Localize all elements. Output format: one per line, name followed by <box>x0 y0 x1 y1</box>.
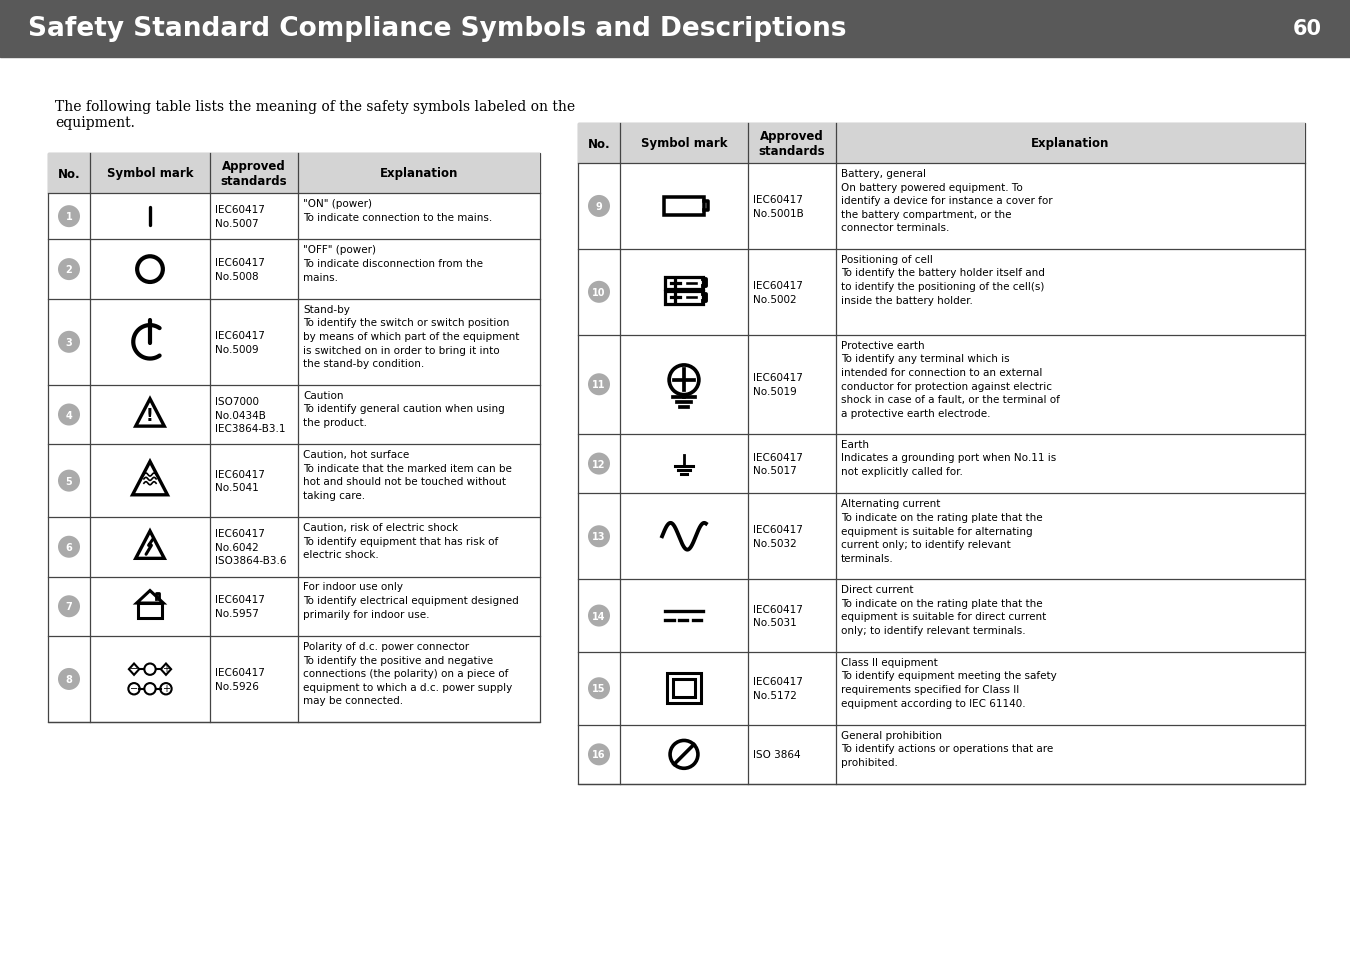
Text: IEC60417
No.5926: IEC60417 No.5926 <box>215 667 265 691</box>
Text: IEC60417
No.5002: IEC60417 No.5002 <box>753 281 803 304</box>
Text: The following table lists the meaning of the safety symbols labeled on the: The following table lists the meaning of… <box>55 100 575 113</box>
Text: General prohibition
To identify actions or operations that are
prohibited.: General prohibition To identify actions … <box>841 730 1053 767</box>
Text: Positioning of cell
To identify the battery holder itself and
to identify the po: Positioning of cell To identify the batt… <box>841 254 1045 305</box>
Text: IEC60417
No.5957: IEC60417 No.5957 <box>215 595 265 618</box>
Bar <box>578 124 1305 164</box>
Circle shape <box>589 374 610 395</box>
Text: IEC60417
No.5031: IEC60417 No.5031 <box>753 604 803 628</box>
Circle shape <box>58 404 80 426</box>
Text: IEC60417
No.5172: IEC60417 No.5172 <box>753 677 803 700</box>
Text: 13: 13 <box>593 532 606 541</box>
Text: 2: 2 <box>66 265 73 274</box>
Text: Protective earth
To identify any terminal which is
intended for connection to an: Protective earth To identify any termina… <box>841 340 1060 418</box>
Text: −: − <box>130 663 138 674</box>
Text: Caution, hot surface
To indicate that the marked item can be
hot and should not : Caution, hot surface To indicate that th… <box>302 450 512 500</box>
Circle shape <box>589 281 610 303</box>
Text: equipment.: equipment. <box>55 116 135 130</box>
Text: 3: 3 <box>66 337 73 348</box>
Text: 8: 8 <box>66 675 73 684</box>
Text: Explanation: Explanation <box>1031 137 1110 151</box>
Text: Symbol mark: Symbol mark <box>107 168 193 180</box>
Text: Approved
standards: Approved standards <box>759 130 825 158</box>
Bar <box>138 603 162 618</box>
Text: 60: 60 <box>1293 19 1322 39</box>
Text: 14: 14 <box>593 611 606 621</box>
Text: −: − <box>130 683 138 693</box>
Text: 5: 5 <box>66 476 73 486</box>
Text: Safety Standard Compliance Symbols and Descriptions: Safety Standard Compliance Symbols and D… <box>28 16 846 42</box>
Text: 4: 4 <box>66 410 73 420</box>
Text: ISO7000
No.0434B
IEC3864-B3.1: ISO7000 No.0434B IEC3864-B3.1 <box>215 396 285 434</box>
Circle shape <box>589 195 610 217</box>
Text: Symbol mark: Symbol mark <box>641 137 728 151</box>
Circle shape <box>589 453 610 475</box>
Text: Explanation: Explanation <box>379 168 458 180</box>
Text: Polarity of d.c. power connector
To identify the positive and negative
connectio: Polarity of d.c. power connector To iden… <box>302 641 512 705</box>
Circle shape <box>58 668 80 690</box>
Text: Stand-by
To identify the switch or switch position
by means of which part of the: Stand-by To identify the switch or switc… <box>302 305 520 369</box>
Text: IEC60417
No.5032: IEC60417 No.5032 <box>753 525 803 549</box>
Text: Alternating current
To indicate on the rating plate that the
equipment is suitab: Alternating current To indicate on the r… <box>841 498 1042 563</box>
Circle shape <box>589 605 610 627</box>
Text: Class II equipment
To identify equipment meeting the safety
requirements specifi: Class II equipment To identify equipment… <box>841 658 1057 708</box>
Circle shape <box>58 537 80 558</box>
Text: Battery, general
On battery powered equipment. To
identify a device for instance: Battery, general On battery powered equi… <box>841 169 1053 233</box>
Text: IEC60417
No.5041: IEC60417 No.5041 <box>215 469 265 493</box>
Text: IEC60417
No.5007: IEC60417 No.5007 <box>215 205 265 229</box>
Text: No.: No. <box>587 137 610 151</box>
Text: +: + <box>162 683 170 693</box>
Text: No.: No. <box>58 168 80 180</box>
Text: 16: 16 <box>593 750 606 760</box>
Bar <box>49 153 540 722</box>
Text: !: ! <box>146 407 154 425</box>
Text: 15: 15 <box>593 683 606 694</box>
Circle shape <box>589 743 610 765</box>
Text: For indoor use only
To identify electrical equipment designed
primarily for indo: For indoor use only To identify electric… <box>302 582 518 619</box>
Text: Caution, risk of electric shock
To identify equipment that has risk of
electric : Caution, risk of electric shock To ident… <box>302 522 498 559</box>
Text: Approved
standards: Approved standards <box>220 160 288 188</box>
Bar <box>666 277 703 290</box>
Text: "OFF" (power)
To indicate disconnection from the
mains.: "OFF" (power) To indicate disconnection … <box>302 245 483 282</box>
Text: IEC60417
No.5017: IEC60417 No.5017 <box>753 453 803 476</box>
Circle shape <box>58 470 80 492</box>
Text: 1: 1 <box>66 212 73 222</box>
Bar <box>49 153 540 193</box>
Text: IEC60417
No.5008: IEC60417 No.5008 <box>215 258 265 282</box>
Text: Caution
To identify general caution when using
the product.: Caution To identify general caution when… <box>302 391 505 428</box>
Bar <box>664 197 703 215</box>
Circle shape <box>58 206 80 228</box>
Text: 10: 10 <box>593 288 606 297</box>
Text: 7: 7 <box>66 601 73 612</box>
Bar <box>578 124 1305 784</box>
Bar <box>0 0 1350 58</box>
Text: IEC60417
No.5019: IEC60417 No.5019 <box>753 373 803 396</box>
Text: Direct current
To indicate on the rating plate that the
equipment is suitable fo: Direct current To indicate on the rating… <box>841 584 1046 636</box>
Circle shape <box>589 678 610 700</box>
Circle shape <box>58 332 80 354</box>
Text: 12: 12 <box>593 459 606 469</box>
Circle shape <box>589 526 610 548</box>
Text: +: + <box>162 663 170 674</box>
Text: "ON" (power)
To indicate connection to the mains.: "ON" (power) To indicate connection to t… <box>302 199 493 222</box>
Circle shape <box>58 596 80 618</box>
Text: IEC60417
No.5001B: IEC60417 No.5001B <box>753 195 803 218</box>
Bar <box>666 292 703 304</box>
Circle shape <box>58 259 80 281</box>
Bar <box>672 679 695 698</box>
Text: 11: 11 <box>593 380 606 390</box>
Text: ISO 3864: ISO 3864 <box>753 750 801 760</box>
Bar <box>667 674 701 703</box>
Text: 6: 6 <box>66 542 73 552</box>
Text: IEC60417
No.5009: IEC60417 No.5009 <box>215 331 265 355</box>
Text: Earth
Indicates a grounding port when No.11 is
not explicitly called for.: Earth Indicates a grounding port when No… <box>841 439 1056 476</box>
Text: IEC60417
No.6042
ISO3864-B3.6: IEC60417 No.6042 ISO3864-B3.6 <box>215 529 286 566</box>
Text: 9: 9 <box>595 202 602 212</box>
